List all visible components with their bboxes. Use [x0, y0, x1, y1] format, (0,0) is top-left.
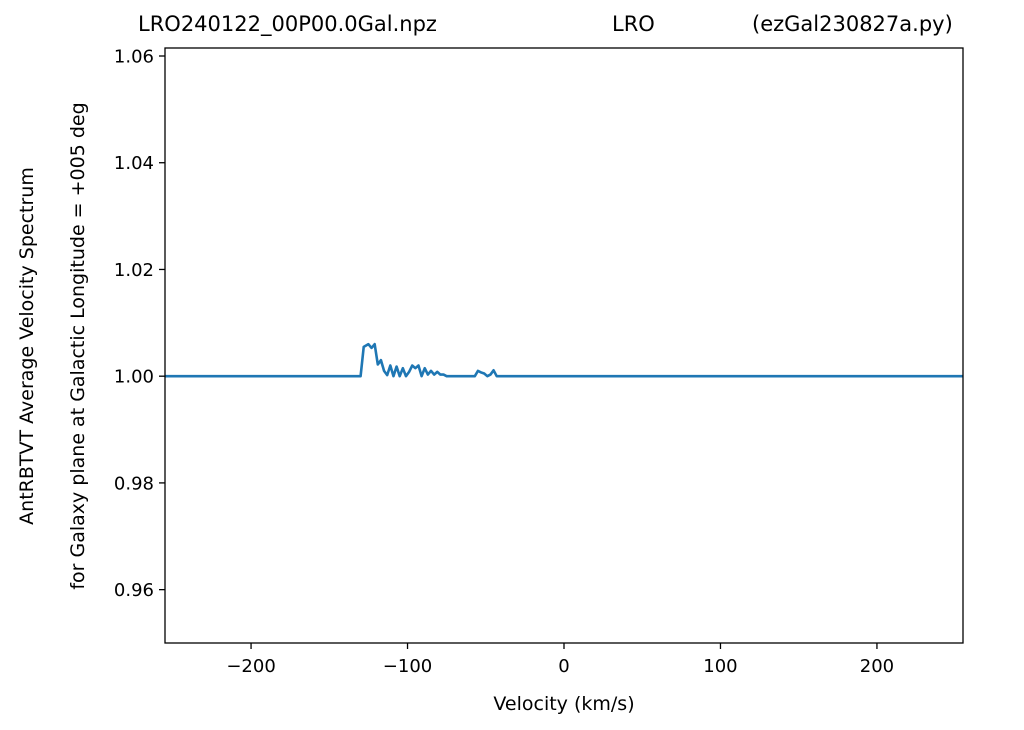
x-tick-label: −200 [226, 656, 275, 677]
y-tick-label: 0.98 [114, 473, 154, 494]
x-tick-label: 200 [860, 656, 894, 677]
x-axis-label: Velocity (km/s) [493, 693, 634, 715]
x-tick-label: 0 [558, 656, 569, 677]
series-layer [165, 342, 963, 378]
y-axis-label-line-1: AntRBTVT Average Velocity Spectrum [16, 167, 38, 525]
y-axis-label-line-2: for Galaxy plane at Galactic Longitude =… [67, 102, 89, 589]
y-tick-label: 1.02 [114, 260, 154, 281]
y-tick-label: 0.96 [114, 580, 154, 601]
header-observatory: LRO [612, 12, 655, 36]
y-axis-ticks: 0.96 0.98 1.00 1.02 1.04 1.06 [114, 47, 165, 601]
x-tick-label: 100 [703, 656, 737, 677]
series-line-0 [165, 342, 963, 378]
y-tick-label: 1.00 [114, 367, 154, 388]
y-tick-label: 1.04 [114, 153, 154, 174]
plot-frame [164, 47, 964, 644]
header-script-name: (ezGal230827a.py) [752, 12, 953, 36]
y-tick-label: 1.06 [114, 47, 154, 68]
x-tick-label: −100 [383, 656, 432, 677]
x-axis-ticks: −200 −100 0 100 200 [226, 643, 894, 677]
header-filename: LRO240122_00P00.0Gal.npz [138, 12, 437, 36]
